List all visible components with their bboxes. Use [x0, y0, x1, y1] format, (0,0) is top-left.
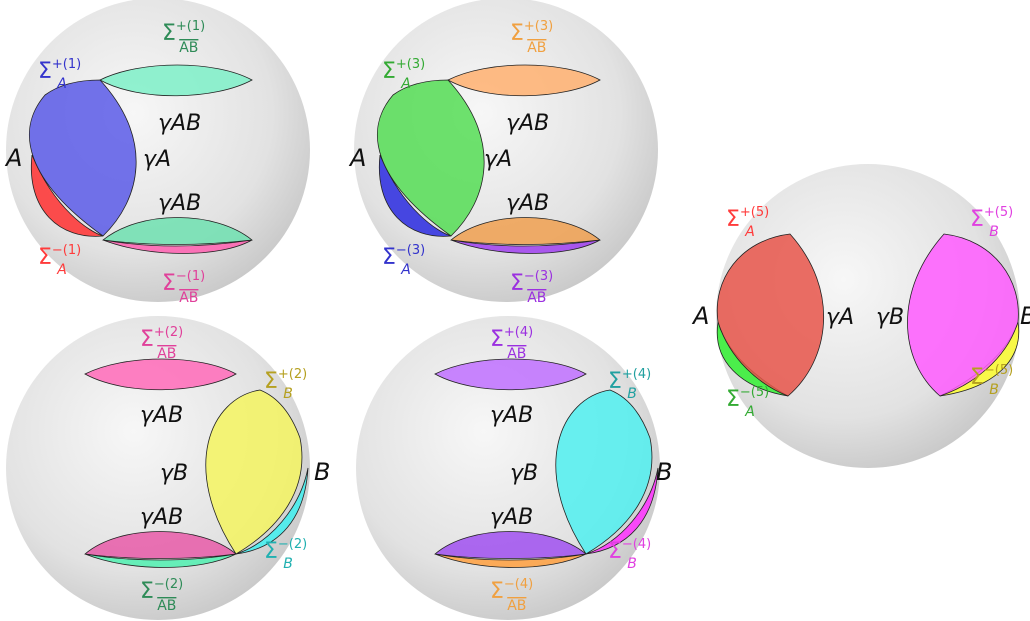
gamma-ab-bottom-2: γAB — [140, 505, 183, 530]
panel-3: Σ+(3) AB Σ+(3) A γAB A γA γAB Σ−(3) A Σ−(3)… — [348, 0, 658, 306]
gamma-ab-top-3: γAB — [506, 111, 549, 136]
sigma-b-top-label-2: Σ+(2) B — [264, 367, 307, 402]
gamma-ab-bottom-1: γAB — [158, 191, 201, 216]
sigma-a-bottom-label-5: Σ−(5) A — [726, 385, 769, 420]
top-lens-4 — [434, 358, 587, 391]
point-b-label-5: B — [1020, 302, 1030, 330]
bottom-lens-1 — [102, 217, 253, 245]
gamma-ab-bottom-3: γAB — [506, 191, 549, 216]
panel-5: Σ+(5)A Σ+(5)B A γA γB B Σ−(5)A Σ−(5)B — [691, 164, 1030, 468]
gamma-mid-1: γA — [143, 147, 171, 172]
gamma-ab-top-2: γAB — [140, 403, 183, 428]
panel-4: Σ+(4) AB Σ+(4) B γAB γB B γAB Σ−(4) B Σ−(4)… — [356, 316, 672, 620]
gamma-ab-top-1: γAB — [158, 111, 201, 136]
point-label-2: B — [314, 458, 330, 486]
sigma-b-bottom-label-5: Σ−(5) B — [970, 363, 1013, 398]
gamma-ab-top-4: γAB — [490, 403, 533, 428]
sigma-a-top-label-3: Σ+(3) A — [382, 57, 425, 92]
gamma-mid-4: γB — [510, 461, 538, 486]
side-sliver-2 — [235, 467, 309, 555]
sigma-b-bottom-label-4: Σ−(4) B — [608, 537, 651, 572]
side-main-4 — [555, 389, 653, 555]
panel-2: Σ+(2) AB Σ+(2) B γAB γB B γAB Σ−(2) B Σ−(2)… — [6, 316, 330, 620]
sigma-ab-top-label-4: Σ+(4) AB — [490, 325, 533, 362]
top-lens-3 — [447, 64, 601, 97]
side-main-2 — [205, 389, 303, 555]
panel-1: Σ+(1) AB Σ+(1) A γAB A γA γAB Σ−(1) A Σ−(1)… — [4, 0, 310, 306]
side-sliver-4 — [585, 467, 659, 555]
sigma-b-bottom-label-2: Σ−(2) B — [264, 537, 307, 572]
bottom-lens-3 — [450, 217, 601, 245]
sigma-ab-top-label-2: Σ+(2) AB — [140, 325, 183, 362]
sigma-ab-bottom-label-4: Σ−(4) AB — [490, 577, 533, 614]
sigma-b-top-label-4: Σ+(4) B — [608, 367, 651, 402]
point-a-label-5: A — [691, 302, 709, 330]
sigma-ab-top-label-1: Σ+(1) AB — [162, 19, 205, 56]
point-label-1: A — [4, 144, 22, 172]
sigma-a-bottom-label-1: Σ−(1) A — [38, 243, 81, 278]
b-main-5 — [907, 233, 1019, 397]
gamma-mid-3: γA — [484, 147, 512, 172]
sigma-ab-top-label-3: Σ+(3) AB — [510, 19, 553, 56]
sigma-b-top-label-5: Σ+(5) B — [970, 205, 1013, 240]
top-lens-1 — [99, 64, 253, 97]
sigma-ab-bottom-label-3: Σ−(3) AB — [510, 269, 553, 306]
sigma-a-bottom-label-3: Σ−(3) A — [382, 243, 425, 278]
gamma-ab-bottom-4: γAB — [490, 505, 533, 530]
sigma-ab-bottom-label-1: Σ−(1) AB — [162, 269, 205, 306]
side-main-3 — [377, 79, 485, 237]
point-label-3: A — [348, 144, 366, 172]
a-main-5 — [716, 233, 825, 397]
sigma-ab-bottom-label-2: Σ−(2) AB — [140, 577, 183, 614]
sigma-a-top-label-5: Σ+(5) A — [726, 205, 769, 240]
gamma-b-5: γB — [876, 305, 904, 330]
side-main-1 — [29, 79, 137, 237]
top-lens-2 — [84, 358, 237, 391]
gamma-mid-2: γB — [160, 461, 188, 486]
gamma-a-5: γA — [826, 305, 854, 330]
point-label-4: B — [656, 458, 672, 486]
sigma-a-top-label-1: Σ+(1) A — [38, 57, 81, 92]
